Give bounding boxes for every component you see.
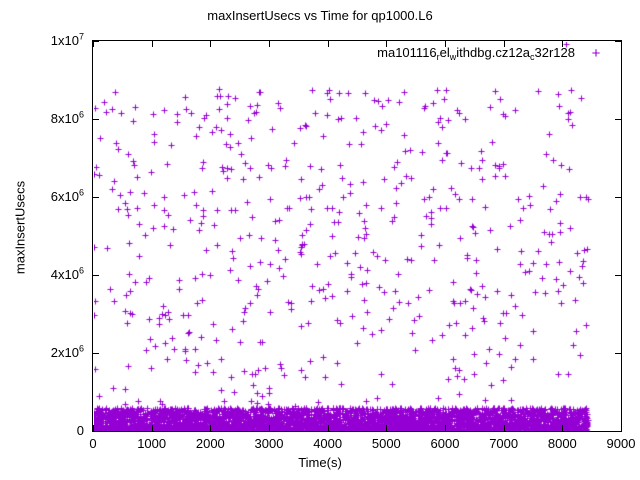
y-axis-tick-mark xyxy=(93,431,99,432)
y-axis-tick-mark xyxy=(93,41,99,42)
x-axis-tick-mark xyxy=(504,425,505,431)
x-axis-tick-mark xyxy=(386,425,387,431)
x-axis-tick-mark xyxy=(93,425,94,431)
y-axis-tick-mark-right xyxy=(615,353,621,354)
x-axis-tick-label: 4000 xyxy=(313,436,343,451)
y-axis-tick-mark xyxy=(93,119,99,120)
y-axis-tick-mark-right xyxy=(615,197,621,198)
x-axis-tick-mark-top xyxy=(269,41,270,47)
x-axis-tick-label: 0 xyxy=(89,436,97,451)
x-axis-tick-label: 3000 xyxy=(254,436,284,451)
x-axis-tick-mark xyxy=(562,425,563,431)
x-axis-tick-mark xyxy=(210,425,211,431)
y-axis-tick-label: 2x106 xyxy=(50,343,84,360)
y-axis-tick-mark-right xyxy=(615,275,621,276)
y-axis-tick-label: 4x106 xyxy=(50,265,84,282)
x-axis-tick-mark-top xyxy=(445,41,446,47)
x-axis-tick-mark xyxy=(269,425,270,431)
x-axis-tick-label: 8000 xyxy=(547,436,577,451)
y-axis-tick-label: 6x106 xyxy=(50,187,84,204)
y-axis-tick-mark xyxy=(93,353,99,354)
x-axis-tick-mark xyxy=(621,425,622,431)
y-axis-tick-label: 0 xyxy=(76,423,84,438)
x-axis-tick-mark-top xyxy=(328,41,329,47)
x-axis-tick-mark-top xyxy=(210,41,211,47)
y-axis-tick-label: 1x107 xyxy=(50,31,84,48)
y-axis-tick-mark xyxy=(93,197,99,198)
x-axis-title: Time(s) xyxy=(298,455,342,470)
x-axis-tick-mark xyxy=(445,425,446,431)
y-axis-tick-mark-right xyxy=(615,41,621,42)
y-axis-title: maxInsertUsecs xyxy=(12,180,28,275)
x-axis-tick-mark-top xyxy=(504,41,505,47)
x-axis-tick-label: 5000 xyxy=(371,436,401,451)
x-axis-tick-mark xyxy=(328,425,329,431)
y-axis-tick-mark-right xyxy=(615,119,621,120)
y-axis-tick-mark-right xyxy=(615,431,621,432)
x-axis-tick-mark-top xyxy=(621,41,622,47)
x-axis-tick-mark-top xyxy=(152,41,153,47)
x-axis-tick-mark-top xyxy=(93,41,94,47)
x-axis-tick-mark xyxy=(152,425,153,431)
x-axis-tick-label: 9000 xyxy=(606,436,636,451)
x-axis-tick-label: 7000 xyxy=(489,436,519,451)
scatter-plot-canvas xyxy=(94,42,621,431)
x-axis-tick-label: 6000 xyxy=(430,436,460,451)
x-axis-tick-label: 1000 xyxy=(137,436,167,451)
y-axis-tick-mark xyxy=(93,275,99,276)
y-axis-tick-label: 8x106 xyxy=(50,109,84,126)
x-axis-tick-mark-top xyxy=(386,41,387,47)
page-title: maxInsertUsecs vs Time for qp1000.L6 xyxy=(207,8,433,23)
plot-area: ma101116relwithdbg.cz12ac32r128 + xyxy=(92,40,622,432)
x-axis-tick-label: 2000 xyxy=(195,436,225,451)
x-axis-tick-mark-top xyxy=(562,41,563,47)
